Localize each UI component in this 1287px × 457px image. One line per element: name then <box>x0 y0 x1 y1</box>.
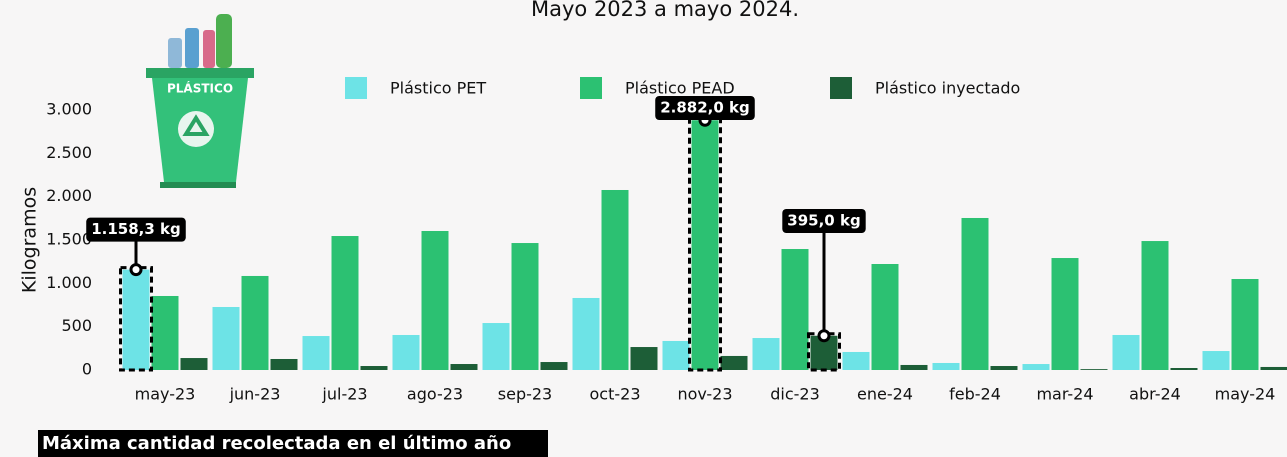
legend-label: Plástico PET <box>390 79 486 98</box>
y-tick-label: 3.000 <box>46 100 92 119</box>
bar <box>871 264 899 370</box>
callout-marker <box>129 263 143 277</box>
icon-label: PLÁSTICO <box>167 81 233 96</box>
y-tick-label: 500 <box>61 316 92 335</box>
recycle-bin-icon: PLÁSTICO <box>146 14 254 188</box>
x-tick-label: abr-24 <box>1129 385 1181 404</box>
x-tick-label: jul-23 <box>321 385 367 404</box>
y-axis-title: Kilogramos <box>19 187 41 293</box>
annotation: 395,0 kg <box>787 212 860 230</box>
bar <box>1022 364 1050 370</box>
bar <box>1141 241 1169 370</box>
bar <box>752 338 780 370</box>
legend-swatch <box>830 77 852 99</box>
bar <box>1231 279 1259 370</box>
y-tick-label: 2.500 <box>46 143 92 162</box>
legend-label: Plástico inyectado <box>875 79 1020 98</box>
bar <box>961 217 989 370</box>
bar <box>360 366 388 370</box>
x-tick-label: nov-23 <box>677 385 732 404</box>
bar <box>1051 258 1079 370</box>
callout-box <box>655 96 755 120</box>
bar <box>1112 334 1140 370</box>
annotation: 2.882,0 kg <box>660 99 750 117</box>
legend-swatch <box>345 77 367 99</box>
y-tick-label: 1.500 <box>46 230 92 249</box>
bar <box>842 351 870 370</box>
bar <box>630 347 658 370</box>
y-tick-label: 0 <box>82 360 92 379</box>
y-tick-label: 1.000 <box>46 273 92 292</box>
bar <box>781 249 809 370</box>
x-tick-label: jun-23 <box>229 385 281 404</box>
bar <box>270 358 298 370</box>
x-tick-label: oct-23 <box>590 385 641 404</box>
bar <box>540 362 568 370</box>
x-tick-label: sep-23 <box>498 385 552 404</box>
bar <box>691 120 719 370</box>
y-tick-label: 2.000 <box>46 186 92 205</box>
x-tick-label: ene-24 <box>857 385 913 404</box>
legend-label: Plástico PEAD <box>625 79 735 98</box>
bar <box>151 295 179 370</box>
chart-subtitle: Mayo 2023 a mayo 2024. <box>531 0 799 21</box>
bar <box>212 306 240 370</box>
bar <box>1202 351 1230 370</box>
bar <box>572 297 600 370</box>
bar <box>662 340 690 370</box>
callout-marker <box>817 329 831 343</box>
bar <box>720 355 748 370</box>
x-tick-label: dic-23 <box>770 385 820 404</box>
bar <box>932 362 960 370</box>
bar <box>1080 369 1108 370</box>
bar <box>241 275 269 370</box>
x-tick-label: mar-24 <box>1036 385 1093 404</box>
footer-label: Máxima cantidad recolectada en el último… <box>42 433 511 454</box>
callout-box <box>86 217 186 242</box>
bar <box>601 189 629 370</box>
x-tick-label: ago-23 <box>407 385 463 404</box>
bar <box>302 336 330 370</box>
bar <box>122 269 150 370</box>
x-tick-label: may-24 <box>1215 385 1276 404</box>
bar <box>1260 366 1287 370</box>
annotation: 1.158,3 kg <box>91 220 181 238</box>
bar <box>450 364 478 370</box>
bar <box>482 323 510 370</box>
bar <box>421 230 449 370</box>
bar <box>511 243 539 370</box>
bar <box>392 334 420 370</box>
legend-swatch <box>580 77 602 99</box>
x-tick-label: may-23 <box>135 385 196 404</box>
bar <box>900 364 928 370</box>
bar <box>180 358 208 370</box>
x-tick-label: feb-24 <box>949 385 1001 404</box>
bar <box>990 366 1018 370</box>
bar <box>331 236 359 370</box>
footer-box <box>38 430 548 457</box>
bar <box>1170 368 1198 370</box>
callout-box <box>782 209 866 234</box>
